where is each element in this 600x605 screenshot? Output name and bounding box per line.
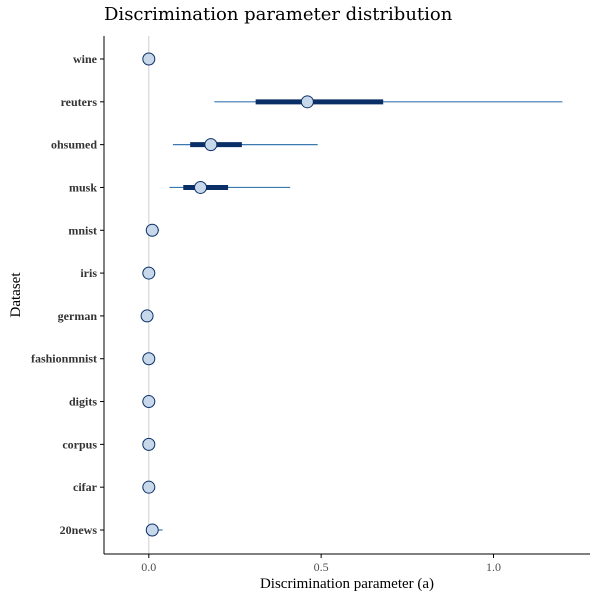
y-tick-label: wine xyxy=(73,52,98,66)
y-tick-label: cifar xyxy=(73,480,98,494)
x-tick-label: 1.0 xyxy=(486,560,501,574)
x-tick-label: 0.5 xyxy=(314,560,329,574)
chart-title: Discrimination parameter distribution xyxy=(104,4,453,25)
y-tick-label: corpus xyxy=(62,437,97,451)
point-estimate xyxy=(194,180,208,194)
y-axis-label: Dataset xyxy=(8,272,24,318)
point-estimate xyxy=(142,480,156,494)
x-axis-label: Discrimination parameter (a) xyxy=(260,576,434,592)
y-tick-label: mnist xyxy=(68,223,97,237)
point-estimate xyxy=(300,95,314,109)
y-tick-label: musk xyxy=(69,180,97,194)
point-estimate xyxy=(142,352,156,366)
y-tick-label: german xyxy=(58,309,98,323)
x-tick-label: 0.0 xyxy=(141,560,156,574)
y-tick-label: fashionmnist xyxy=(31,352,97,366)
y-tick-label: iris xyxy=(80,266,97,280)
y-tick-label: digits xyxy=(69,395,97,409)
point-estimate xyxy=(142,437,156,451)
point-estimate xyxy=(142,52,156,66)
point-estimate xyxy=(140,309,154,323)
y-tick-label: ohsumed xyxy=(51,138,97,152)
point-estimate xyxy=(145,523,159,537)
point-estimate xyxy=(204,138,218,152)
point-estimate xyxy=(142,266,156,280)
y-tick-label: reuters xyxy=(61,95,98,109)
point-estimate xyxy=(142,395,156,409)
point-estimate xyxy=(145,223,159,237)
y-tick-label: 20news xyxy=(60,523,98,537)
